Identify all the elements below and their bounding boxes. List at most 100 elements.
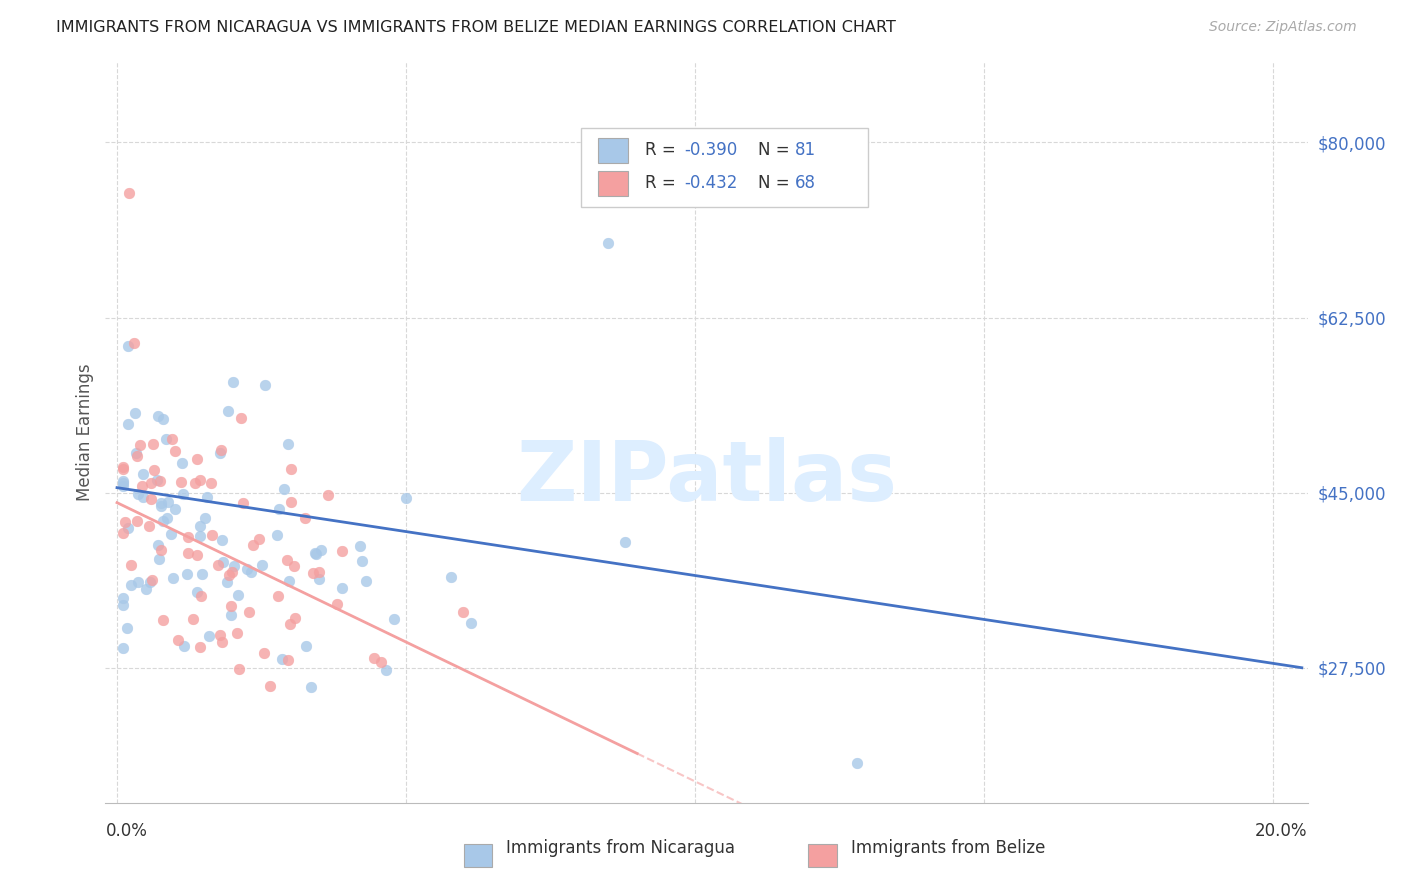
- Point: [111, 478, 134, 492]
- Point: [232, 496, 254, 510]
- Point: [208, 627, 231, 641]
- Point: [228, 588, 250, 602]
- Point: [226, 625, 249, 640]
- Point: [152, 412, 174, 426]
- Point: [186, 451, 208, 466]
- Text: N =: N =: [758, 141, 794, 159]
- Point: [222, 559, 245, 574]
- Point: [152, 514, 174, 528]
- Point: [277, 574, 299, 588]
- Point: [308, 572, 330, 586]
- Point: [215, 575, 238, 590]
- Point: [207, 558, 229, 572]
- Point: [125, 450, 148, 464]
- Point: [305, 547, 328, 561]
- Point: [440, 570, 463, 584]
- Y-axis label: Median Earnings: Median Earnings: [76, 364, 94, 501]
- Point: [382, 612, 405, 626]
- Point: [114, 516, 136, 530]
- Point: [150, 500, 173, 514]
- Point: [395, 491, 418, 505]
- Point: [131, 490, 153, 504]
- Point: [170, 456, 193, 470]
- Point: [308, 565, 330, 579]
- Point: [209, 446, 232, 460]
- Point: [200, 476, 222, 491]
- Point: [188, 640, 211, 655]
- Point: [278, 617, 301, 632]
- Point: [127, 575, 149, 590]
- Point: [211, 533, 233, 547]
- Point: [162, 571, 184, 585]
- Point: [172, 487, 194, 501]
- Point: [295, 639, 318, 653]
- Point: [124, 406, 146, 420]
- Point: [238, 605, 260, 619]
- Text: Immigrants from Belize: Immigrants from Belize: [851, 839, 1045, 857]
- Point: [197, 490, 219, 504]
- Point: [370, 656, 392, 670]
- Point: [120, 578, 142, 592]
- Point: [111, 591, 134, 605]
- Point: [124, 335, 146, 350]
- Point: [148, 552, 170, 566]
- Point: [115, 621, 138, 635]
- Point: [127, 487, 149, 501]
- Point: [280, 462, 302, 476]
- Point: [188, 529, 211, 543]
- Text: -0.432: -0.432: [685, 174, 738, 192]
- Text: 0.0%: 0.0%: [105, 822, 148, 839]
- Point: [111, 462, 134, 476]
- Point: [209, 443, 232, 458]
- Point: [146, 538, 169, 552]
- Point: [294, 510, 316, 524]
- Point: [235, 562, 257, 576]
- Point: [330, 582, 353, 596]
- Point: [211, 634, 233, 648]
- Point: [349, 540, 371, 554]
- Point: [142, 437, 165, 451]
- Point: [160, 526, 183, 541]
- Point: [117, 417, 139, 432]
- Point: [350, 554, 373, 568]
- Point: [149, 496, 172, 510]
- Point: [299, 680, 322, 694]
- Point: [131, 479, 153, 493]
- Point: [186, 584, 208, 599]
- Point: [242, 538, 264, 552]
- Point: [125, 446, 148, 460]
- Point: [229, 410, 252, 425]
- Point: [267, 589, 290, 603]
- Point: [111, 476, 134, 491]
- Point: [188, 474, 211, 488]
- Point: [131, 467, 153, 482]
- Point: [221, 565, 243, 579]
- Point: [117, 339, 139, 353]
- Point: [166, 633, 188, 648]
- Point: [120, 558, 142, 572]
- Point: [301, 566, 323, 580]
- Point: [148, 409, 170, 423]
- Point: [181, 612, 204, 626]
- Point: [139, 476, 162, 491]
- Point: [219, 599, 242, 613]
- Point: [217, 404, 239, 418]
- Point: [212, 555, 235, 569]
- Point: [177, 531, 200, 545]
- Point: [218, 567, 240, 582]
- Point: [111, 525, 134, 540]
- Point: [460, 615, 482, 630]
- Point: [277, 436, 299, 450]
- Point: [138, 519, 160, 533]
- Point: [146, 474, 169, 488]
- Point: [259, 679, 281, 693]
- Point: [375, 664, 398, 678]
- Point: [266, 528, 288, 542]
- Text: ZIPatlas: ZIPatlas: [516, 436, 897, 517]
- Point: [163, 502, 186, 516]
- Point: [273, 483, 295, 497]
- Text: 68: 68: [794, 174, 815, 192]
- Point: [280, 495, 302, 509]
- Point: [363, 650, 385, 665]
- Text: 20.0%: 20.0%: [1256, 822, 1308, 839]
